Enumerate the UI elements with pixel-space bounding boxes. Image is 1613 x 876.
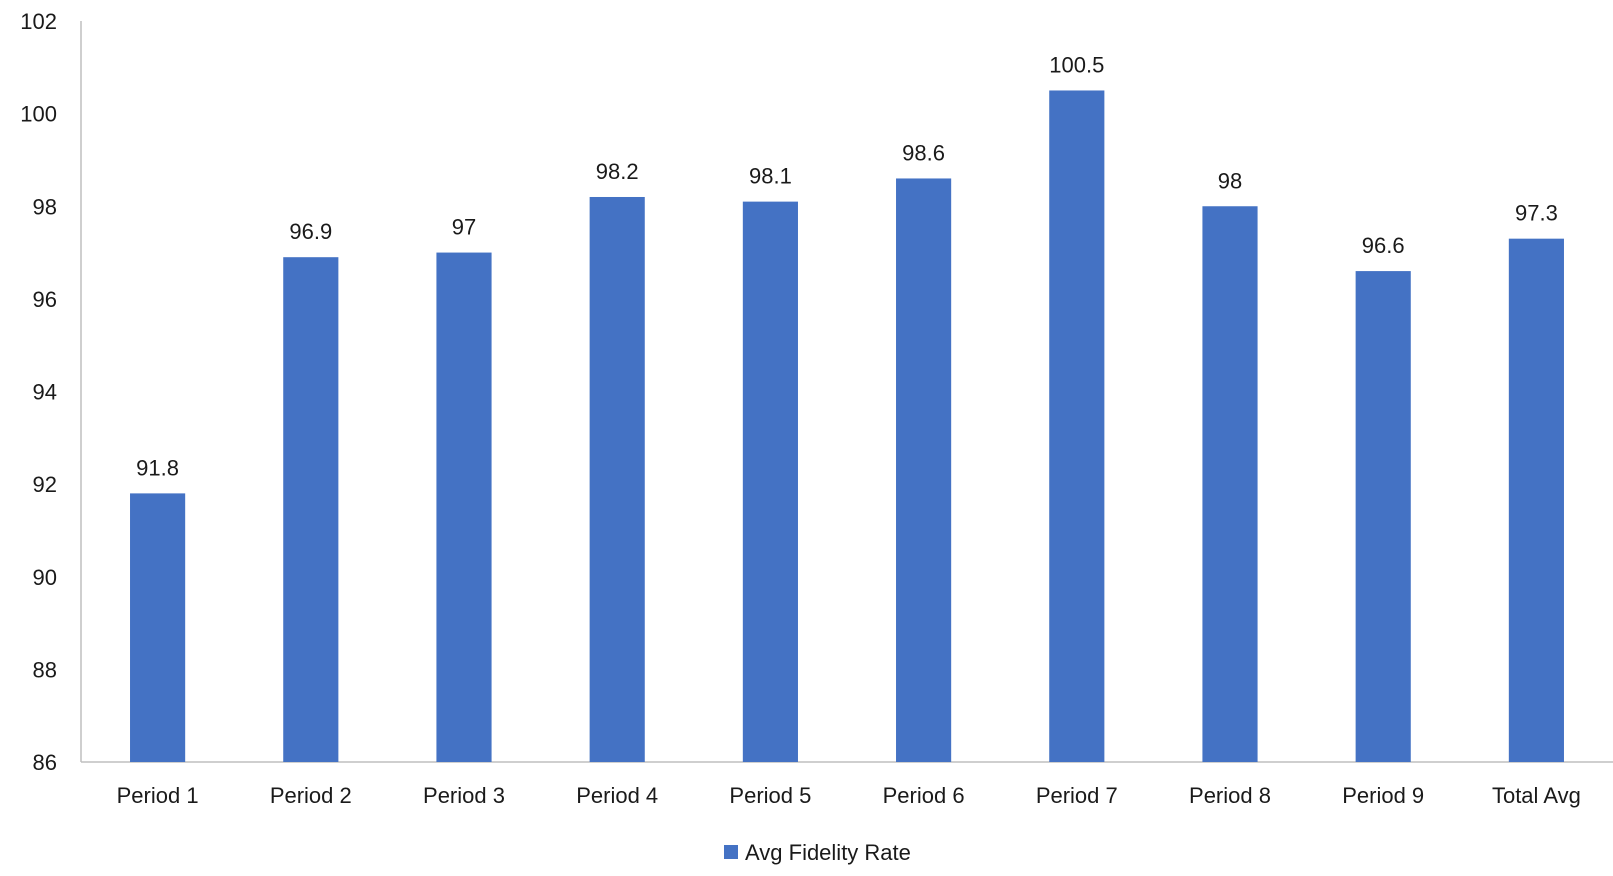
data-label: 98.6	[902, 140, 945, 165]
data-label: 96.9	[289, 219, 332, 244]
x-tick-label: Period 5	[729, 783, 811, 808]
data-label: 98.1	[749, 164, 792, 189]
bar-8	[1202, 206, 1258, 762]
data-label: 96.6	[1362, 233, 1405, 258]
data-label: 98	[1218, 168, 1242, 193]
bar-5	[742, 201, 798, 762]
legend-swatch	[724, 845, 738, 859]
x-tick-label: Period 8	[1189, 783, 1271, 808]
x-tick-label: Total Avg	[1492, 783, 1581, 808]
y-axis: 86 88 90 92 94 96 98 100 102	[20, 9, 82, 775]
data-label: 91.8	[136, 455, 179, 480]
y-tick-label: 100	[20, 102, 57, 127]
bar-7	[1049, 90, 1105, 762]
data-label: 97	[452, 215, 476, 240]
y-tick-label: 98	[33, 194, 57, 219]
x-tick-label: Period 9	[1342, 783, 1424, 808]
y-tick-label: 88	[33, 657, 57, 682]
x-tick-label: Period 4	[576, 783, 658, 808]
data-labels-group: 91.8 96.9 97 98.2 98.1 98.6 100.5 98 96.6 97.3	[136, 52, 1558, 480]
y-tick-label: 90	[33, 565, 57, 590]
bar-10	[1508, 238, 1564, 762]
y-tick-label: 86	[33, 750, 57, 775]
y-tick-label: 102	[20, 9, 57, 34]
x-tick-label: Period 1	[117, 783, 199, 808]
x-tick-label: Period 3	[423, 783, 505, 808]
y-tick-label: 96	[33, 287, 57, 312]
y-tick-label: 94	[33, 380, 57, 405]
legend: Avg Fidelity Rate	[724, 840, 911, 865]
bar-2	[283, 257, 339, 762]
data-label: 97.3	[1515, 201, 1558, 226]
x-tick-label: Period 7	[1036, 783, 1118, 808]
data-label: 100.5	[1049, 52, 1104, 77]
data-label: 98.2	[596, 159, 639, 184]
x-tick-label: Period 2	[270, 783, 352, 808]
bar-3	[436, 252, 492, 762]
bar-6	[896, 178, 952, 762]
legend-label: Avg Fidelity Rate	[745, 840, 911, 865]
bar-4	[589, 196, 645, 763]
x-tick-label: Period 6	[883, 783, 965, 808]
bars-group	[130, 90, 1564, 763]
y-tick-label: 92	[33, 472, 57, 497]
bar-9	[1355, 271, 1411, 762]
bar-1	[130, 493, 186, 762]
x-axis: Period 1 Period 2 Period 3 Period 4 Period 5…	[81, 761, 1613, 808]
